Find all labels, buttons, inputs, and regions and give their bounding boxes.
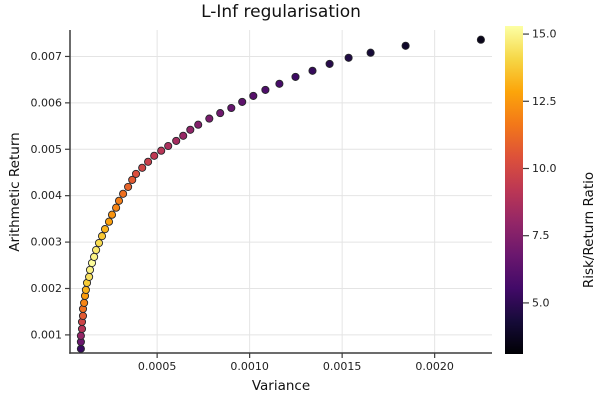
x-axis-label: Variance [251,378,311,394]
y-tick-label: 0.006 [31,96,63,109]
data-point [401,41,410,50]
data-point [76,331,85,340]
data-point [138,163,147,172]
data-point [325,59,334,68]
data-point [119,189,128,198]
data-point [76,344,85,353]
colorbar-tick-label: 15.0 [532,28,557,41]
colorbar-tick-label: 12.5 [532,95,557,108]
data-point [92,245,101,255]
data-point [131,169,141,178]
colorbar-gradient [505,26,523,354]
data-point [124,182,133,191]
data-point [90,252,99,261]
data-point [114,196,124,205]
data-point [97,232,107,241]
colorbar-label: Risk/Return Ratio [581,171,597,289]
data-point [366,48,375,57]
colorbar-tick-label: 7.5 [532,229,550,242]
x-tick-label: 0.0010 [230,360,269,373]
data-point [194,120,203,129]
data-point [216,109,225,118]
data-point [164,141,173,151]
y-tick-label: 0.004 [31,189,63,202]
data-point [205,114,214,123]
y-tick-label: 0.005 [31,143,63,156]
y-tick-label: 0.003 [31,236,63,249]
y-tick-label: 0.007 [31,50,63,63]
data-point [238,97,247,106]
colorbar-tick-label: 10.0 [532,162,557,175]
data-point [104,217,114,226]
x-tick-label: 0.0005 [138,360,177,373]
data-point [344,53,353,62]
data-point [227,103,236,113]
data-point [112,203,121,212]
data-point [85,272,94,281]
data-point [476,35,485,44]
data-point [94,238,104,248]
chart-title: L-Inf regularisation [201,2,361,22]
data-point [78,311,88,320]
data-point [172,136,181,145]
data-point [80,298,89,307]
x-tick-label: 0.0015 [323,360,362,373]
data-point [179,131,188,140]
data-point [275,79,284,88]
data-point [308,66,317,75]
data-point [128,175,137,184]
data-point [291,72,300,81]
data-point [249,91,258,100]
data-point [81,285,90,294]
data-point [150,151,159,160]
data-point [186,125,195,134]
colorbar-tick-label: 5.0 [532,296,550,309]
data-point [107,210,117,219]
data-point [85,265,95,274]
data-point [144,157,153,166]
data-point [261,85,270,94]
x-tick-label: 0.0020 [415,360,454,373]
data-point [157,146,166,155]
data-point [77,324,87,333]
y-tick-label: 0.002 [31,282,63,295]
y-axis-label: Arithmetic Return [7,132,23,252]
data-point [100,225,110,234]
y-tick-label: 0.001 [31,328,63,341]
